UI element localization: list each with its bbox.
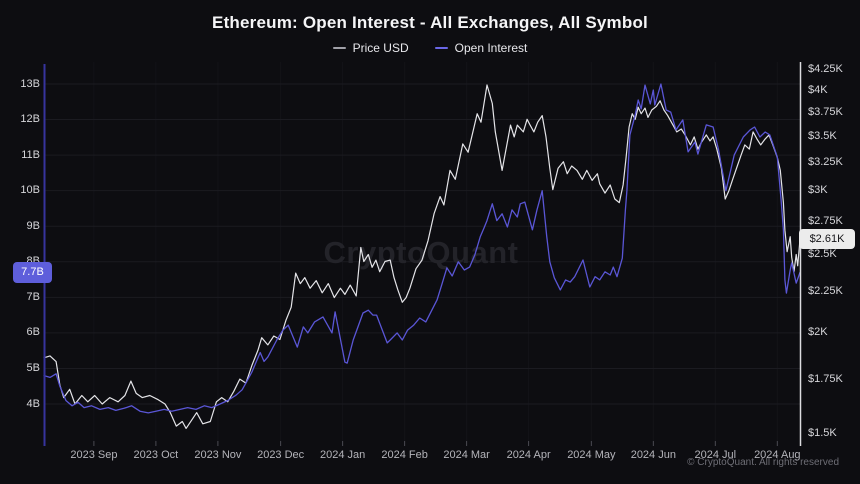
price-legend-dash-icon [332,47,346,49]
footer-copyright: © CryptoQuant. All rights reserved [687,457,839,468]
open-interest-line [43,83,801,414]
watermark: CryptoQuant [324,235,519,270]
legend-label-open-interest: Open Interest [454,41,528,55]
open-interest-value-badge: 7.7B [13,261,52,283]
chart-title: Ethereum: Open Interest - All Exchanges,… [212,13,648,32]
legend-label-price-usd: Price USD [352,41,409,55]
legend: Price USD Open Interest [0,41,860,55]
legend-item-price-usd[interactable]: Price USD [332,41,409,55]
legend-item-open-interest[interactable]: Open Interest [434,41,528,55]
price-line [43,84,801,429]
open-interest-legend-dash-icon [434,47,448,49]
price-value-badge: $2.61K [799,229,855,250]
